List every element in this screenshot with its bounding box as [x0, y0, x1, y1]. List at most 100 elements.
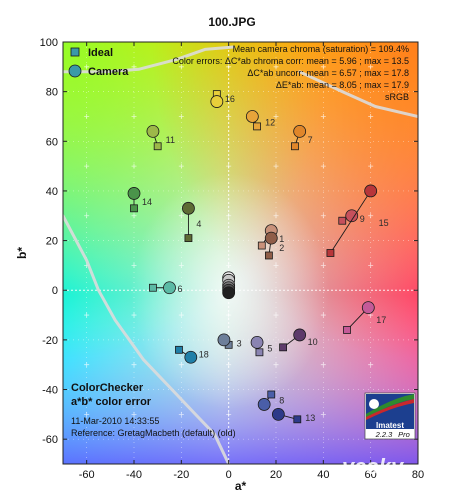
grid-plus-mark	[84, 163, 90, 169]
grid-plus-mark	[273, 113, 279, 119]
grid-plus-mark	[320, 312, 326, 318]
patch-camera-point	[245, 110, 259, 123]
grid-plus-mark	[368, 262, 374, 268]
patch-id-label: 10	[308, 337, 318, 347]
grid-plus-mark	[320, 163, 326, 169]
patch-id-label: 3	[237, 338, 242, 348]
grid-plus-mark	[84, 362, 90, 368]
patch-ideal-point	[279, 343, 288, 352]
patch-camera-point	[127, 187, 141, 200]
grid-plus-mark	[273, 262, 279, 268]
grid-plus-mark	[368, 362, 374, 368]
logo-version: 2.2.3	[375, 430, 394, 439]
patch-id-label: 18	[199, 350, 209, 360]
x-tick-label: 40	[317, 469, 329, 481]
y-tick-label: 40	[46, 186, 58, 198]
patch-ideal-point	[255, 348, 264, 357]
grid-plus-mark	[320, 64, 326, 70]
patch-camera-point	[163, 281, 176, 295]
grid-plus-mark	[178, 163, 184, 169]
patch-ideal-point	[257, 241, 266, 250]
grid-plus-mark	[226, 262, 232, 268]
srgb-boundary-layer	[63, 45, 418, 464]
grid-plus-mark	[178, 411, 184, 417]
grid-plus-mark	[320, 262, 326, 268]
patch-id-label: 14	[142, 197, 152, 207]
x-tick-label: 0	[226, 469, 232, 481]
stats-line-colorspace: sRGB	[385, 92, 409, 102]
grid-plus-mark	[226, 64, 232, 70]
x-tick-label: 20	[270, 469, 282, 481]
grid-plus-mark	[131, 312, 137, 318]
srgb-gamut-boundary	[63, 45, 235, 74]
info-date: 11-Mar-2010 14:33:55	[71, 416, 159, 426]
chart-title: 100.JPG	[208, 15, 255, 29]
patch-camera-point	[271, 407, 285, 421]
patch-id-label: 7	[308, 135, 313, 145]
patch-ideal-point	[267, 390, 276, 399]
grid-plus-mark	[131, 262, 137, 268]
grid-plus-mark	[131, 213, 137, 219]
x-tick-label: -60	[79, 469, 95, 481]
patch-ideal-point	[130, 204, 138, 213]
patch-ideal-point	[343, 326, 351, 334]
x-tick-label: -20	[173, 469, 189, 481]
legend-ideal-label: Ideal	[88, 47, 113, 59]
grid-plus-mark	[273, 163, 279, 169]
legend: Ideal Camera	[68, 47, 129, 78]
grid-plus-mark	[368, 113, 374, 119]
patch-camera-point	[257, 398, 271, 411]
patch-ideal-point	[175, 345, 183, 354]
grid-plus-mark	[131, 113, 137, 119]
patch-camera-point	[210, 95, 224, 108]
grid-plus-mark	[84, 113, 90, 119]
grid-plus-mark	[226, 213, 232, 219]
grid-plus-mark	[84, 213, 90, 219]
patch-ideal-point	[264, 251, 273, 260]
patch-ideal-point	[184, 234, 193, 243]
grid-plus-mark	[226, 362, 232, 368]
y-tick-label: 0	[52, 285, 58, 297]
patch-ideal-point	[293, 415, 302, 424]
patch-camera-point	[361, 301, 375, 315]
grid-plus-mark	[273, 362, 279, 368]
patch-id-label: 9	[360, 214, 365, 224]
grid-plus-mark	[178, 362, 184, 368]
grid-plus-mark	[178, 213, 184, 219]
patch-camera-point	[146, 124, 160, 138]
yesky-watermark: yesky 天极网	[341, 454, 405, 493]
grid-plus-mark	[226, 163, 232, 169]
x-tick-label: 60	[365, 469, 377, 481]
patch-camera-point	[293, 124, 307, 138]
grid-plus-mark	[84, 312, 90, 318]
patch-ideal-point	[326, 249, 335, 257]
grid-plus-mark	[131, 411, 137, 417]
patch-error-line	[330, 190, 372, 254]
watermark-text: yesky	[341, 454, 405, 479]
patch-id-label: 17	[376, 315, 386, 325]
y-tick-label: -40	[42, 385, 58, 397]
patch-id-label: 1	[279, 234, 284, 244]
grid-plus-mark	[226, 411, 232, 417]
stats-line-chroma-corr: Color errors: ΔC*ab chroma corr: mean = …	[172, 56, 409, 66]
grid-plus-mark	[368, 64, 374, 70]
patch-ideal-point	[153, 142, 162, 151]
grid-plus-mark	[368, 163, 374, 169]
srgb-gamut-boundary	[63, 214, 231, 464]
patch-camera-point	[217, 333, 231, 347]
y-axis-label: b*	[15, 247, 29, 259]
patch-camera-point	[184, 350, 198, 364]
patch-id-label: 6	[178, 284, 183, 294]
y-tick-label: -20	[42, 335, 58, 347]
patch-ideal-point	[149, 283, 157, 292]
legend-camera-label: Camera	[88, 66, 129, 78]
patch-camera-point	[293, 328, 307, 342]
patch-ideal-point	[291, 142, 299, 151]
grid-plus-mark	[368, 213, 374, 219]
patch-id-label: 12	[265, 117, 275, 127]
grid-plus-mark	[320, 213, 326, 219]
stats-line-uncorr: ΔC*ab uncorr: mean = 6.57 ; max = 17.8	[247, 68, 409, 78]
grid-plus-mark	[131, 163, 137, 169]
y-tick-label: 20	[46, 236, 58, 248]
